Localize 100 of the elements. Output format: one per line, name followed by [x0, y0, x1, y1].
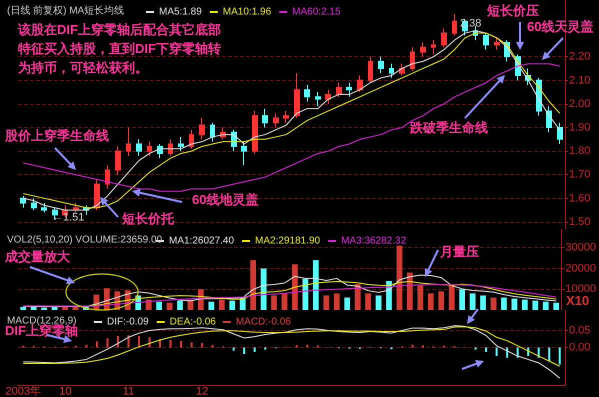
bar [411, 344, 414, 348]
candlestick [210, 122, 215, 142]
candlestick [294, 72, 300, 119]
x-tick-label: 12 [196, 386, 208, 397]
bar [312, 260, 319, 310]
bar [542, 302, 549, 310]
legend-label: MA3:36282.32 [341, 236, 407, 246]
candlestick [241, 141, 247, 166]
bar [490, 298, 496, 310]
bar [292, 264, 298, 310]
annotation: 月量压 [439, 244, 479, 259]
text: (日线 前复权) MA短长均线 [7, 4, 124, 16]
candlestick [378, 56, 384, 74]
candlestick [346, 82, 352, 98]
candlestick [136, 138, 142, 156]
bar [522, 300, 528, 310]
candlestick [304, 84, 310, 102]
bar [334, 293, 340, 310]
bar [208, 302, 214, 310]
bar [156, 302, 162, 310]
y-tick-label: 1.90 [569, 121, 590, 134]
candlestick [494, 37, 500, 50]
text: X10 [566, 293, 590, 308]
bar [480, 295, 486, 310]
candlestick [147, 141, 152, 156]
bar [188, 300, 194, 310]
bar [485, 348, 488, 352]
bar [170, 340, 172, 348]
y-tick-label: 1.80 [569, 145, 590, 158]
y-tick-label: 10000 [565, 283, 596, 296]
y-tick-label: 2.20 [569, 50, 590, 63]
bar [548, 348, 550, 362]
candlestick [557, 122, 563, 145]
candlestick [41, 202, 47, 213]
line-series [22, 274, 557, 308]
y-tick-label: 2.00 [569, 98, 590, 110]
y-tick-label: 1.50 [569, 216, 590, 228]
bar [180, 341, 182, 348]
candlestick [168, 138, 173, 156]
candlestick [431, 40, 436, 55]
bar [553, 302, 560, 310]
bar [250, 260, 256, 310]
annotation: 短长价压 [486, 3, 539, 18]
candlestick [262, 108, 268, 128]
bar [306, 344, 308, 348]
bar [190, 342, 193, 348]
candlestick [31, 198, 37, 211]
bar [302, 278, 308, 310]
candlestick [252, 110, 258, 154]
bar [20, 306, 26, 310]
bar [85, 344, 88, 348]
y-tick-label: 0.00 [569, 342, 590, 354]
x-tick-label: 11 [122, 386, 134, 397]
candlestick [483, 32, 489, 50]
legend-label: MA60:2.15 [292, 6, 341, 18]
candlestick [115, 146, 121, 176]
bar [512, 298, 518, 310]
annotation: 60线地灵盖 [192, 192, 258, 207]
bar [243, 348, 246, 354]
bar [260, 268, 266, 310]
candlestick [399, 63, 405, 76]
legend-label: MA2:29181.90 [255, 236, 321, 246]
bar [96, 341, 98, 348]
annotation: 短长价托 [121, 211, 175, 226]
bar [501, 298, 507, 310]
bar [254, 348, 256, 352]
x-tick-label: 2003年 [6, 386, 41, 397]
bar [496, 348, 498, 356]
bar [282, 293, 288, 310]
legend-label: DIF:-0.09 [107, 316, 150, 328]
annotation: 成交量放大 [4, 249, 71, 264]
text: VOL2(5,10,20) VOLUME:23659.00 [7, 234, 163, 246]
candlestick [283, 110, 289, 124]
bar [376, 295, 382, 310]
candlestick [105, 164, 110, 190]
bar [532, 300, 538, 310]
bar [448, 285, 455, 310]
bar [166, 302, 172, 310]
candlestick [273, 112, 279, 128]
bar [396, 246, 402, 310]
bar [438, 291, 444, 310]
bar [428, 293, 434, 310]
candlestick [126, 126, 131, 156]
bar [323, 295, 330, 310]
candlestick [368, 56, 373, 84]
candlestick [410, 46, 415, 72]
annotation: 股价上穿季生命线 [4, 128, 109, 143]
candlestick [199, 118, 205, 140]
bar [271, 295, 277, 310]
candlestick [178, 136, 184, 152]
legend-label: MA1:26027.40 [169, 236, 234, 246]
bar [558, 348, 561, 365]
y-tick-label: 0.05 [569, 324, 590, 336]
candlestick [441, 28, 447, 48]
bar [417, 285, 424, 310]
bar [459, 289, 466, 310]
annotation: 该股在DIF上穿零轴后配合其它底部特征买入持股，直到DIF下穿零轴转为持币，可轻松获利。 [17, 22, 221, 75]
bar [177, 300, 183, 310]
candlestick [336, 82, 342, 98]
x-tick-label: 10 [59, 386, 72, 397]
